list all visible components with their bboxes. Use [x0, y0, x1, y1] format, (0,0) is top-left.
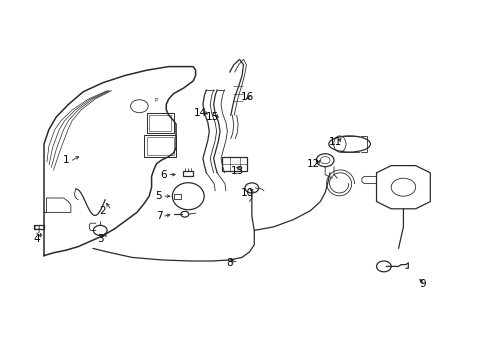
Text: 13: 13: [230, 166, 244, 176]
Text: 1: 1: [62, 155, 69, 165]
Text: 3: 3: [97, 234, 103, 244]
Text: 2: 2: [99, 206, 106, 216]
Text: 6: 6: [160, 170, 167, 180]
Text: 7: 7: [155, 211, 162, 221]
Text: 4: 4: [33, 234, 40, 244]
Text: 9: 9: [419, 279, 426, 289]
Text: 11: 11: [327, 137, 341, 147]
Text: 8: 8: [226, 258, 233, 268]
Text: 14: 14: [193, 108, 207, 118]
Text: P: P: [155, 98, 158, 103]
Text: 16: 16: [240, 92, 253, 102]
Text: 10: 10: [240, 188, 253, 198]
Text: 15: 15: [205, 112, 219, 122]
Text: 12: 12: [305, 159, 319, 169]
Text: 5: 5: [155, 191, 162, 201]
